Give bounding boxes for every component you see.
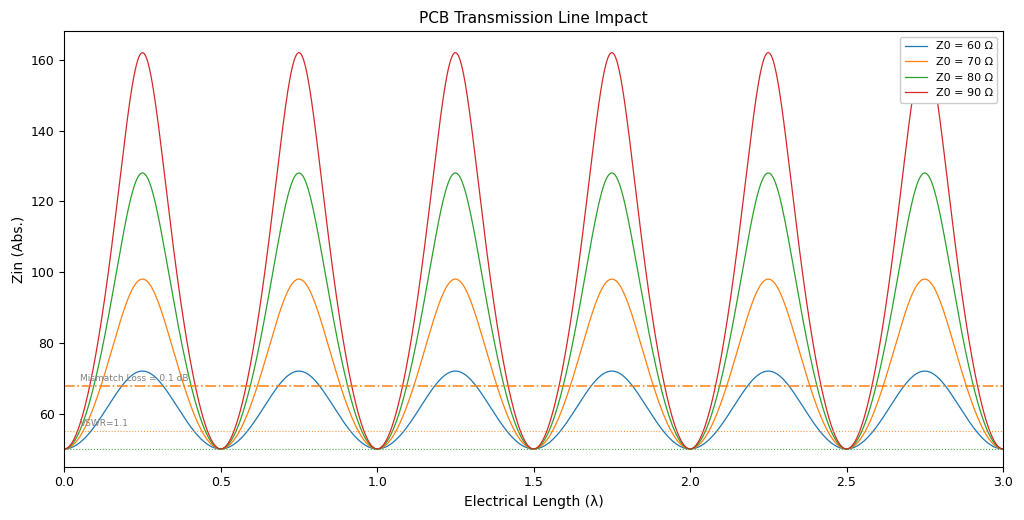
Z0 = 80 Ω: [97, 341, 110, 347]
Z0 = 90 Ω: [293, 49, 305, 56]
Z0 = 80 Ω: [58, 446, 71, 452]
Z0 = 80 Ω: [115, 246, 127, 253]
Z0 = 70 Ω: [58, 446, 71, 452]
Z0 = 80 Ω: [996, 446, 1009, 452]
Z0 = 90 Ω: [58, 446, 71, 452]
Z0 = 60 Ω: [243, 427, 255, 433]
Z0 = 70 Ω: [243, 409, 255, 415]
Z0 = 60 Ω: [517, 443, 529, 449]
Z0 = 60 Ω: [58, 446, 71, 452]
Z0 = 80 Ω: [947, 283, 959, 289]
Z0 = 90 Ω: [517, 435, 529, 441]
Z0 = 70 Ω: [517, 440, 529, 447]
Z0 = 90 Ω: [242, 372, 254, 379]
Z0 = 90 Ω: [115, 172, 127, 178]
Line: Z0 = 60 Ω: Z0 = 60 Ω: [65, 371, 1002, 449]
Y-axis label: Zin (Abs.): Zin (Abs.): [11, 215, 26, 283]
Line: Z0 = 80 Ω: Z0 = 80 Ω: [65, 173, 1002, 449]
Legend: Z0 = 60 Ω, Z0 = 70 Ω, Z0 = 80 Ω, Z0 = 90 Ω: Z0 = 60 Ω, Z0 = 70 Ω, Z0 = 80 Ω, Z0 = 90…: [900, 37, 997, 102]
Z0 = 80 Ω: [62, 445, 75, 451]
Z0 = 60 Ω: [97, 411, 110, 417]
Z0 = 70 Ω: [996, 446, 1009, 452]
Text: VSWR=1.1: VSWR=1.1: [80, 420, 129, 428]
Z0 = 60 Ω: [136, 368, 148, 374]
Z0 = 80 Ω: [242, 391, 254, 397]
Z0 = 80 Ω: [450, 170, 462, 176]
Z0 = 60 Ω: [115, 385, 127, 391]
Z0 = 80 Ω: [517, 437, 529, 444]
Z0 = 70 Ω: [136, 276, 148, 282]
Line: Z0 = 90 Ω: Z0 = 90 Ω: [65, 53, 1002, 449]
Z0 = 60 Ω: [996, 446, 1009, 452]
Z0 = 90 Ω: [62, 444, 75, 450]
Text: Mismatch Loss = 0.1 dB: Mismatch Loss = 0.1 dB: [80, 374, 188, 383]
Z0 = 90 Ω: [97, 306, 110, 312]
Z0 = 90 Ω: [947, 226, 959, 232]
Line: Z0 = 70 Ω: Z0 = 70 Ω: [65, 279, 1002, 449]
Title: PCB Transmission Line Impact: PCB Transmission Line Impact: [419, 11, 648, 26]
Z0 = 70 Ω: [62, 445, 75, 451]
Z0 = 60 Ω: [947, 394, 959, 400]
Z0 = 70 Ω: [947, 340, 959, 346]
Z0 = 70 Ω: [97, 376, 110, 382]
X-axis label: Electrical Length (λ): Electrical Length (λ): [464, 495, 603, 509]
Z0 = 60 Ω: [62, 445, 75, 451]
Z0 = 70 Ω: [115, 318, 127, 324]
Z0 = 90 Ω: [996, 446, 1009, 452]
